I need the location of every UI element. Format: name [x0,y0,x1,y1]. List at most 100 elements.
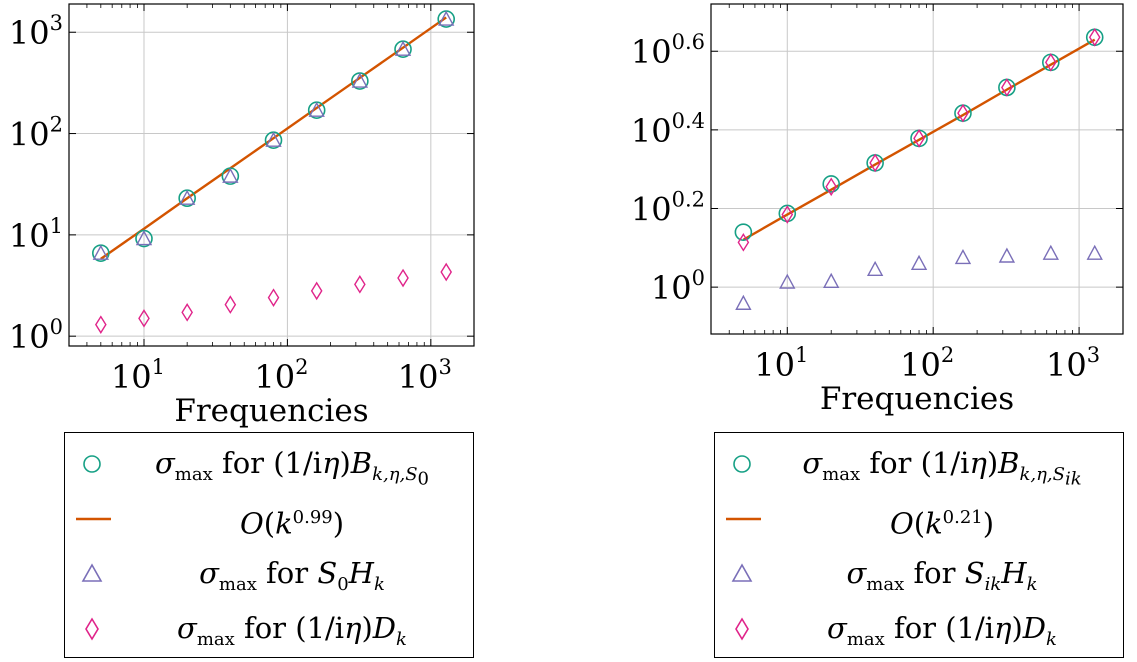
y-tick-exponent: 0.6 [672,30,705,54]
legend-entry-triangle: σmax for SikHk [715,547,1123,601]
y-tick-exponent: 0.2 [672,187,705,211]
y-tick-base: 10 [631,112,672,150]
x-tick-base: 10 [1046,346,1087,384]
y-tick-label: 100.4 [631,109,705,150]
x-tick-base: 10 [754,346,795,384]
diamond-point [1088,27,1101,47]
diamond-point [1044,53,1057,72]
triangle-point [1086,244,1103,260]
legend-entry-line: O(k0.99) [65,492,473,546]
diamond-point [737,233,750,252]
plot-frame [710,3,1124,335]
line-marker-icon [76,517,111,521]
x-tick-label: 103 [398,355,452,396]
legend-entry-diamond: σmax for (1/iη)Dk [65,602,473,656]
y-tick-label: 101 [9,214,63,255]
x-tick-base: 10 [398,358,439,396]
y-tick-label: 100.2 [631,187,705,228]
diamond-point [825,177,838,197]
legend-label: O(k0.21) [889,506,995,541]
diamond-point [181,302,193,322]
diamond-marker-icon [85,617,99,641]
y-tick-exponent: 0 [50,315,63,339]
right-legend: σmax for (1/iη)Bk,η,Sik O(k0.21) σmax fo… [714,432,1124,658]
diamond-point [310,281,323,301]
y-tick-label: 102 [9,113,63,154]
x-tick-exponent: 1 [795,343,808,367]
y-tick-label: 100.6 [631,30,705,71]
x-tick-label: 102 [900,343,954,384]
triangle-marker-icon [731,563,753,582]
triangle-point [954,248,972,265]
triangle-point [779,273,796,289]
y-tick-exponent: 3 [50,11,63,35]
legend-label: σmax for (1/iη)Dk [827,611,1057,650]
x-tick-label: 103 [1046,343,1100,384]
diamond-point [913,129,925,148]
plot-frame [68,3,475,347]
triangle-point [222,167,239,183]
x-tick-exponent: 2 [295,355,308,379]
diamond-point [440,262,453,282]
y-tick-base: 10 [651,269,692,307]
triangle-point [394,40,412,56]
x-tick-exponent: 3 [1087,343,1100,367]
diamond-point [354,275,366,294]
diamond-point [869,153,881,173]
diamond-point [224,295,237,314]
series-line [100,16,447,260]
diamond-point [781,205,794,224]
legend-label: O(k0.99) [239,506,345,541]
x-tick-base: 10 [254,358,295,396]
triangle-point [910,254,928,270]
legend-entry-triangle: σmax for S0Hk [65,547,473,601]
y-tick-exponent: 0.4 [672,109,705,133]
x-tick-base: 10 [111,358,152,396]
y-tick-base: 10 [631,190,672,228]
legend-entry-diamond: σmax for (1/iη)Dk [715,602,1123,656]
x-tick-exponent: 1 [152,355,165,379]
triangle-point [178,189,196,205]
legend-entry-circle: σmax for (1/iη)Bk,η,Sik [715,437,1123,491]
triangle-point [265,131,282,147]
triangle-point [438,10,455,26]
x-tick-exponent: 2 [941,343,954,367]
y-tick-base: 10 [9,217,50,255]
y-tick-base: 10 [9,116,50,154]
triangle-point [351,72,369,88]
legend-label: σmax for (1/iη)Dk [177,611,407,650]
y-tick-base: 10 [9,14,50,52]
line-marker-icon [726,517,761,521]
left-legend: σmax for (1/iη)Bk,η,S0 O(k0.99) σmax for… [64,432,474,658]
diamond-point [138,309,150,328]
circle-marker-icon [83,455,101,473]
x-tick-label: 102 [254,355,308,396]
diamond-point [957,103,969,123]
circle-point [734,223,753,241]
legend-label: σmax for (1/iη)Bk,η,S0 [155,446,429,490]
legend-entry-line: O(k0.21) [715,492,1123,546]
triangle-point [92,244,109,260]
legend-entry-circle: σmax for (1/iη)Bk,η,S0 [65,437,473,491]
triangle-point [998,247,1016,263]
y-tick-exponent: 0 [692,266,705,290]
triangle-point [823,272,840,288]
legend-label: σmax for (1/iη)Bk,η,Sik [802,446,1082,490]
diamond-point [267,288,280,307]
triangle-marker-icon [81,563,103,582]
x-tick-base: 10 [900,346,941,384]
legend-label: σmax for SikHk [846,556,1038,595]
y-tick-exponent: 2 [50,113,63,137]
triangle-point [735,294,752,310]
x-axis-label: Frequencies [174,393,368,429]
x-axis-label: Frequencies [820,381,1014,417]
y-tick-base: 10 [9,318,50,356]
diamond-point [94,315,107,334]
triangle-point [135,230,153,246]
triangle-point [866,260,884,277]
triangle-point [1042,244,1059,260]
triangle-point [308,101,325,117]
